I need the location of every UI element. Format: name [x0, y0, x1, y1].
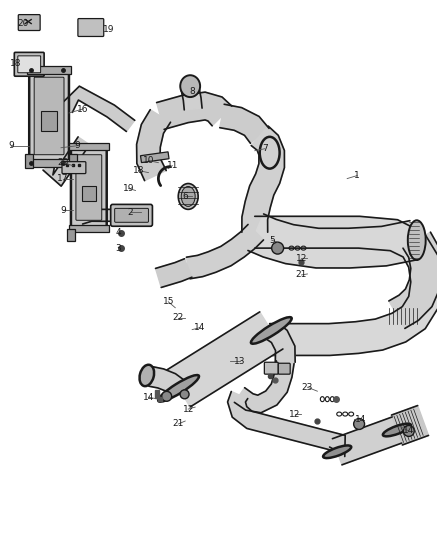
Ellipse shape [323, 446, 351, 458]
Polygon shape [392, 406, 428, 445]
Ellipse shape [180, 390, 189, 399]
Text: 15: 15 [162, 297, 174, 306]
Text: 18: 18 [10, 59, 21, 68]
Text: 21: 21 [173, 419, 184, 429]
Polygon shape [137, 110, 170, 181]
Ellipse shape [140, 365, 154, 386]
FancyBboxPatch shape [278, 363, 290, 374]
Polygon shape [242, 126, 284, 232]
Ellipse shape [353, 418, 364, 430]
FancyBboxPatch shape [78, 19, 104, 36]
Bar [69, 154, 77, 168]
FancyBboxPatch shape [71, 146, 107, 229]
Polygon shape [187, 224, 264, 279]
Ellipse shape [403, 425, 414, 437]
Polygon shape [181, 87, 202, 110]
FancyBboxPatch shape [41, 111, 57, 131]
Text: 14: 14 [194, 323, 206, 332]
FancyBboxPatch shape [111, 204, 152, 226]
Polygon shape [61, 86, 135, 132]
Ellipse shape [162, 391, 172, 401]
Text: 16: 16 [77, 104, 88, 114]
Text: 21: 21 [296, 270, 307, 279]
FancyBboxPatch shape [34, 77, 64, 155]
Ellipse shape [408, 220, 426, 260]
Text: 18: 18 [133, 166, 144, 175]
Text: 9: 9 [60, 206, 66, 215]
Text: 12: 12 [183, 405, 194, 414]
Bar [67, 229, 75, 241]
Text: 20: 20 [18, 19, 29, 28]
Ellipse shape [180, 75, 200, 97]
Text: 23: 23 [302, 383, 313, 392]
Text: 8: 8 [189, 87, 195, 95]
Polygon shape [234, 361, 294, 413]
Polygon shape [43, 137, 90, 186]
Polygon shape [220, 104, 269, 143]
Bar [27, 159, 71, 167]
Ellipse shape [383, 424, 411, 437]
Text: 22: 22 [173, 313, 184, 322]
FancyBboxPatch shape [18, 14, 40, 30]
Polygon shape [149, 367, 184, 397]
Polygon shape [155, 259, 192, 287]
Bar [27, 66, 71, 74]
Polygon shape [167, 312, 283, 407]
Text: 12: 12 [289, 409, 300, 418]
Text: 1: 1 [354, 171, 360, 180]
FancyBboxPatch shape [265, 362, 278, 374]
Bar [141, 152, 169, 163]
Text: 14: 14 [403, 426, 414, 435]
Text: 10: 10 [143, 156, 154, 165]
Text: 19: 19 [103, 25, 114, 34]
Text: 17: 17 [57, 174, 69, 183]
Text: 3: 3 [116, 244, 121, 253]
Text: 14: 14 [143, 393, 154, 402]
FancyBboxPatch shape [82, 185, 96, 201]
Text: 20: 20 [57, 158, 69, 167]
Polygon shape [79, 209, 113, 224]
Text: 12: 12 [296, 254, 307, 263]
Text: 2: 2 [128, 208, 134, 217]
Polygon shape [332, 417, 402, 465]
Ellipse shape [178, 183, 198, 209]
FancyBboxPatch shape [29, 69, 69, 163]
Text: 6: 6 [182, 192, 188, 201]
Text: 11: 11 [166, 161, 178, 170]
Bar [69, 225, 109, 232]
FancyBboxPatch shape [76, 155, 102, 220]
FancyBboxPatch shape [18, 56, 41, 72]
Polygon shape [265, 322, 295, 362]
Text: 4: 4 [116, 228, 121, 237]
Polygon shape [255, 216, 438, 356]
Ellipse shape [181, 187, 195, 206]
Polygon shape [248, 214, 418, 268]
FancyBboxPatch shape [14, 52, 44, 76]
Text: 9: 9 [8, 141, 14, 150]
Text: 19: 19 [123, 184, 134, 193]
Bar [25, 154, 33, 168]
Polygon shape [389, 232, 438, 328]
Text: 13: 13 [234, 357, 246, 366]
Ellipse shape [272, 242, 283, 254]
Polygon shape [157, 92, 232, 130]
Ellipse shape [158, 375, 199, 402]
FancyBboxPatch shape [62, 161, 86, 174]
Ellipse shape [251, 317, 292, 344]
Text: 7: 7 [262, 144, 268, 154]
Text: 5: 5 [269, 236, 275, 245]
Text: 14: 14 [355, 415, 367, 424]
FancyBboxPatch shape [115, 208, 148, 222]
Text: 9: 9 [74, 141, 80, 150]
Polygon shape [228, 392, 345, 456]
Bar [69, 143, 109, 150]
